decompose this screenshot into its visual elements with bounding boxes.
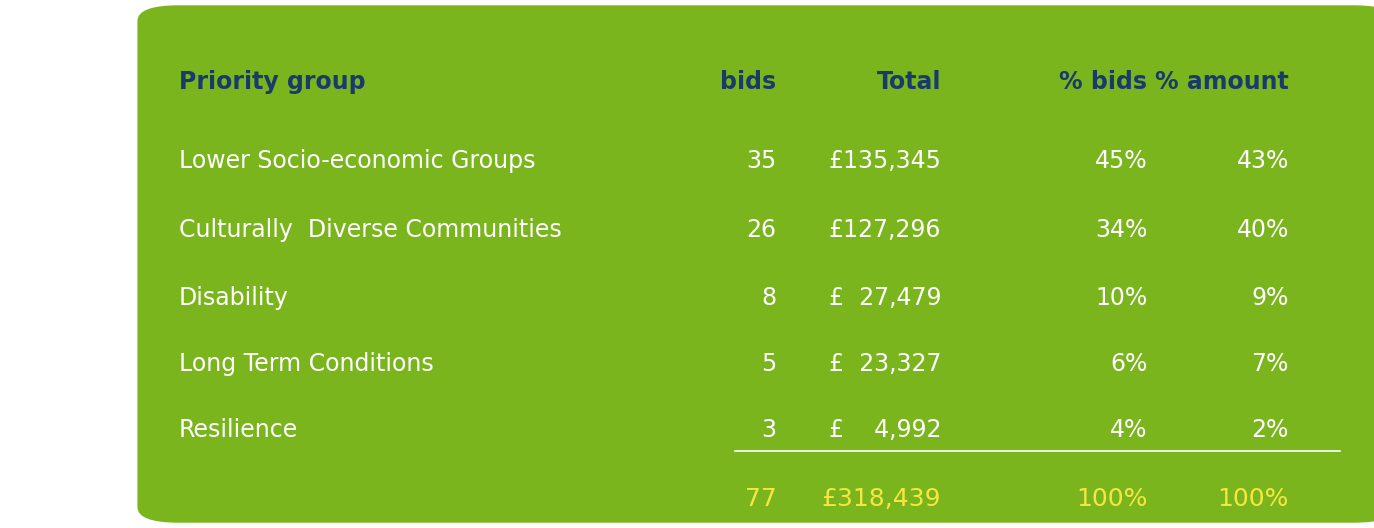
Text: Disability: Disability bbox=[179, 286, 289, 310]
Text: 100%: 100% bbox=[1076, 487, 1147, 511]
Text: Total: Total bbox=[877, 70, 941, 94]
Text: % amount: % amount bbox=[1156, 70, 1289, 94]
Text: 40%: 40% bbox=[1237, 218, 1289, 242]
Text: 5: 5 bbox=[761, 352, 776, 376]
Text: 26: 26 bbox=[746, 218, 776, 242]
Text: 6%: 6% bbox=[1110, 352, 1147, 376]
Text: Lower Socio-economic Groups: Lower Socio-economic Groups bbox=[179, 149, 534, 173]
Text: Culturally  Diverse Communities: Culturally Diverse Communities bbox=[179, 218, 562, 242]
Text: 8: 8 bbox=[761, 286, 776, 310]
Text: £135,345: £135,345 bbox=[829, 149, 941, 173]
Text: 10%: 10% bbox=[1095, 286, 1147, 310]
Text: 3: 3 bbox=[761, 418, 776, 442]
Text: 4%: 4% bbox=[1110, 418, 1147, 442]
Text: 9%: 9% bbox=[1252, 286, 1289, 310]
Text: £  27,479: £ 27,479 bbox=[829, 286, 941, 310]
Text: Long Term Conditions: Long Term Conditions bbox=[179, 352, 433, 376]
Text: % bids: % bids bbox=[1059, 70, 1147, 94]
FancyBboxPatch shape bbox=[137, 5, 1374, 523]
Text: bids: bids bbox=[720, 70, 776, 94]
Text: 35: 35 bbox=[746, 149, 776, 173]
Text: Resilience: Resilience bbox=[179, 418, 298, 442]
Text: 7%: 7% bbox=[1252, 352, 1289, 376]
Text: 100%: 100% bbox=[1217, 487, 1289, 511]
Text: 77: 77 bbox=[745, 487, 776, 511]
Text: £318,439: £318,439 bbox=[822, 487, 941, 511]
Text: Priority group: Priority group bbox=[179, 70, 365, 94]
Text: £127,296: £127,296 bbox=[829, 218, 941, 242]
Text: 34%: 34% bbox=[1095, 218, 1147, 242]
Text: £    4,992: £ 4,992 bbox=[829, 418, 941, 442]
Text: 45%: 45% bbox=[1095, 149, 1147, 173]
Text: 43%: 43% bbox=[1237, 149, 1289, 173]
Text: 2%: 2% bbox=[1252, 418, 1289, 442]
Text: £  23,327: £ 23,327 bbox=[829, 352, 941, 376]
